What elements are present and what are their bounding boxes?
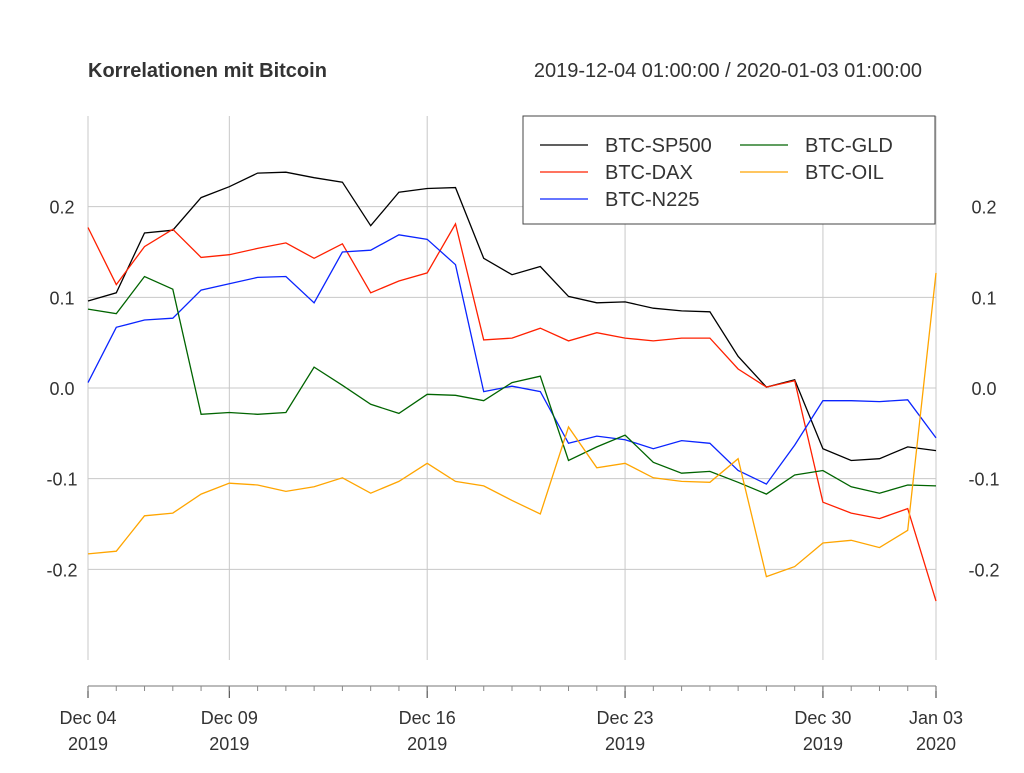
series-line-btc-dax xyxy=(87,222,937,602)
y-tick-label-right: -0.1 xyxy=(968,470,999,490)
series-line-btc-oil xyxy=(87,272,937,578)
chart-title: Korrelationen mit Bitcoin xyxy=(88,60,327,82)
x-tick-label: Dec 16 xyxy=(399,708,456,728)
x-tick-label: Dec 09 xyxy=(201,708,258,728)
y-tick-label-right: -0.2 xyxy=(968,560,999,580)
x-tick-label-year: 2019 xyxy=(209,734,249,754)
legend-box xyxy=(522,115,936,225)
y-tick-label-left: -0.2 xyxy=(46,560,77,580)
x-tick-label-year: 2019 xyxy=(605,734,645,754)
y-tick-label-left: 0.1 xyxy=(49,288,74,308)
series-lines xyxy=(87,171,937,602)
x-tick-label-year: 2020 xyxy=(916,734,956,754)
x-tick-label-year: 2019 xyxy=(407,734,447,754)
legend: BTC-SP500 BTC-DAX BTC-N225 BTC-GLD BTC-OIL xyxy=(522,115,936,225)
legend-entry: BTC-DAX xyxy=(605,162,693,184)
series-line-btc-gld xyxy=(87,275,937,495)
x-tick-label: Jan 03 xyxy=(909,708,963,728)
axes: 0.2 0.2 0.1 0.1 0.0 0.0 -0.1 -0.1 -0.2 -0.2 Dec 04… xyxy=(46,198,999,754)
y-tick-label-right: 0.2 xyxy=(971,198,996,218)
x-tick-label: Dec 23 xyxy=(597,708,654,728)
legend-entry: BTC-GLD xyxy=(805,135,893,157)
y-tick-label-right: 0.1 xyxy=(971,288,996,308)
legend-entry: BTC-N225 xyxy=(605,189,699,211)
grid xyxy=(87,116,937,660)
y-tick-label-left: 0.0 xyxy=(49,379,74,399)
series-line-btc-n225 xyxy=(87,234,937,485)
x-tick-label: Dec 04 xyxy=(59,708,116,728)
legend-entry: BTC-SP500 xyxy=(605,135,712,157)
x-tick-label-year: 2019 xyxy=(803,734,843,754)
series-line-btc-sp500 xyxy=(87,171,937,462)
y-tick-label-left: -0.1 xyxy=(46,470,77,490)
x-tick-label-year: 2019 xyxy=(68,734,108,754)
y-tick-label-left: 0.2 xyxy=(49,198,74,218)
chart-subtitle: 2019-12-04 01:00:00 / 2020-01-03 01:00:0… xyxy=(534,60,922,82)
legend-entry: BTC-OIL xyxy=(805,162,884,184)
x-tick-label: Dec 30 xyxy=(794,708,851,728)
y-tick-label-right: 0.0 xyxy=(971,379,996,399)
